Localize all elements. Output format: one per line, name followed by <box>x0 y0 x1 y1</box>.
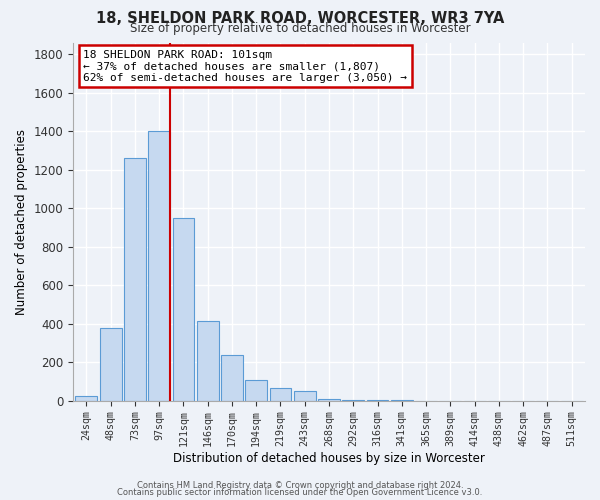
Text: 18 SHELDON PARK ROAD: 101sqm
← 37% of detached houses are smaller (1,807)
62% of: 18 SHELDON PARK ROAD: 101sqm ← 37% of de… <box>83 50 407 83</box>
Bar <box>269 388 292 400</box>
Text: Contains public sector information licensed under the Open Government Licence v3: Contains public sector information licen… <box>118 488 482 497</box>
Bar <box>173 218 194 400</box>
Bar <box>76 396 97 400</box>
Bar <box>124 158 146 400</box>
Bar <box>100 328 122 400</box>
Bar <box>197 321 218 400</box>
Bar <box>294 391 316 400</box>
X-axis label: Distribution of detached houses by size in Worcester: Distribution of detached houses by size … <box>173 452 485 465</box>
Text: Contains HM Land Registry data © Crown copyright and database right 2024.: Contains HM Land Registry data © Crown c… <box>137 481 463 490</box>
Text: 18, SHELDON PARK ROAD, WORCESTER, WR3 7YA: 18, SHELDON PARK ROAD, WORCESTER, WR3 7Y… <box>96 11 504 26</box>
Text: Size of property relative to detached houses in Worcester: Size of property relative to detached ho… <box>130 22 470 35</box>
Bar <box>318 399 340 400</box>
Bar <box>221 356 243 401</box>
Bar <box>245 380 267 400</box>
Bar <box>148 131 170 400</box>
Y-axis label: Number of detached properties: Number of detached properties <box>15 128 28 314</box>
